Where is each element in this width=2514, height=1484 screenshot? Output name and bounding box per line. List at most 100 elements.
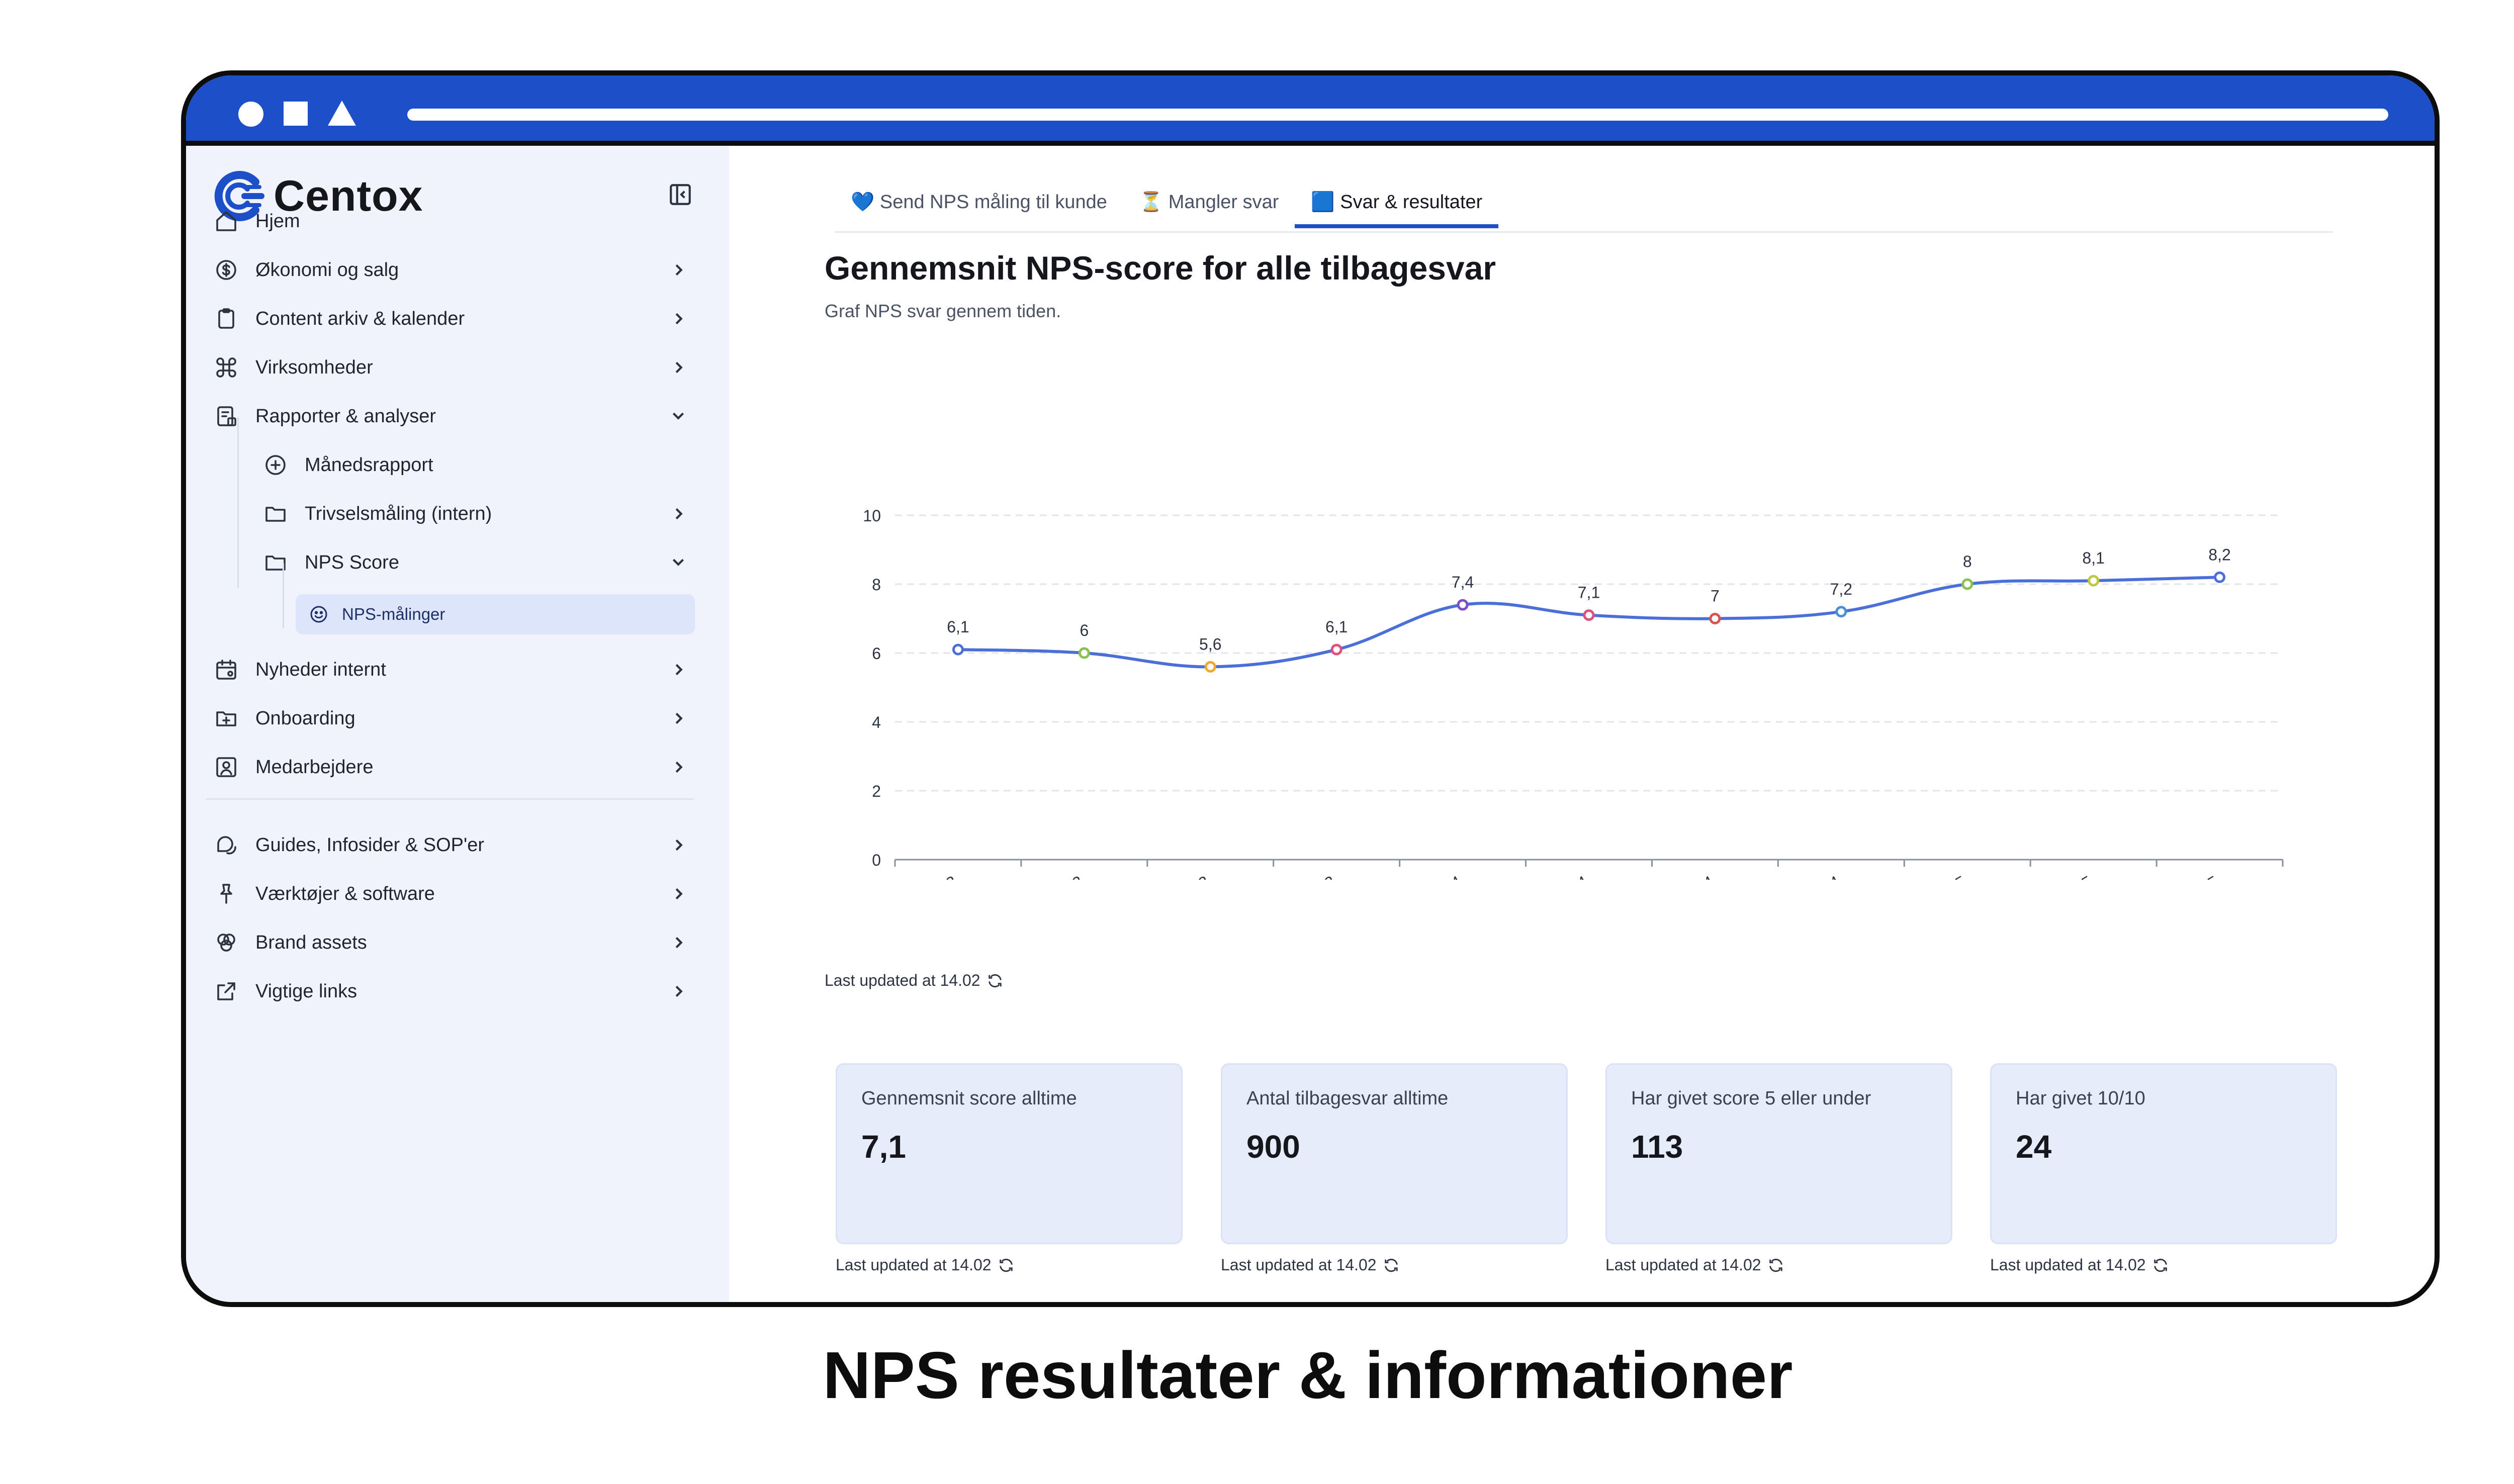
last-updated-text: Last updated at 14.02: [1605, 1256, 1761, 1274]
sidebar-item-label: Vigtige links: [255, 980, 357, 1002]
sidebar-item-label: Guides, Infosider & SOP'er: [255, 834, 485, 856]
kpi-last-updated: Last updated at 14.02: [1221, 1256, 1400, 1274]
sidebar-item-guides-infosider-sop-er[interactable]: Guides, Infosider & SOP'er: [212, 822, 695, 868]
report-icon: [212, 402, 240, 430]
y-tick-label: 10: [863, 507, 881, 525]
folder-icon: [261, 548, 290, 577]
sidebar-item-label: Økonomi og salg: [255, 259, 399, 281]
data-label: 8: [1963, 552, 1972, 571]
sidebar-item-medarbejdere[interactable]: Medarbejdere: [212, 745, 695, 790]
sidebar-item-label: Content arkiv & kalender: [255, 308, 465, 329]
data-point: [1457, 599, 1469, 611]
page-subtitle: Graf NPS svar gennem tiden.: [825, 301, 1061, 321]
kpi-card-score-10: Har givet 10/10 24: [1990, 1063, 2337, 1244]
refresh-icon[interactable]: [998, 1257, 1015, 1274]
sidebar-item-brand-assets[interactable]: Brand assets: [212, 920, 695, 965]
chevron-right-icon[interactable]: [667, 307, 690, 330]
data-label: 5,6: [1199, 635, 1221, 653]
sidebar-item-nyheder-internt[interactable]: Nyheder internt: [212, 647, 695, 692]
external-link-icon: [212, 977, 240, 1005]
chevron-right-icon[interactable]: [667, 707, 690, 730]
sidebar-item-label: Værktøjer & software: [255, 883, 435, 904]
nps-line-chart: 0 2 4 6 8 10 Q1 2023 Q2 2023 Q3 2023 Q4 2023 Q1 20…: [863, 507, 2284, 880]
chevron-right-icon[interactable]: [667, 980, 690, 1003]
chevron-down-icon[interactable]: [667, 405, 690, 428]
x-tick-label: Q1 2023: [897, 872, 960, 880]
chevron-right-icon[interactable]: [667, 658, 690, 681]
data-point: [1078, 647, 1090, 659]
folder-plus-icon: [212, 704, 240, 732]
logo[interactable]: Centox: [211, 171, 423, 221]
refresh-icon[interactable]: [2152, 1257, 2169, 1274]
data-point: [1330, 643, 1342, 656]
chevron-right-icon[interactable]: [667, 882, 690, 905]
kpi-card-average: Gennemsnit score alltime 7,1: [836, 1063, 1183, 1244]
tab-mangler-svar[interactable]: ⏳ Mangler svar: [1139, 192, 1279, 213]
last-updated-text: Last updated at 14.02: [825, 971, 980, 989]
window-triangle-control[interactable]: [328, 101, 356, 126]
command-icon: [212, 353, 240, 382]
chevron-right-icon[interactable]: [667, 756, 690, 779]
data-point: [2088, 575, 2100, 587]
data-label: 7,2: [1830, 580, 1852, 598]
kpi-last-updated: Last updated at 14.02: [1605, 1256, 1784, 1274]
data-point: [952, 643, 964, 656]
y-tick-label: 0: [872, 851, 881, 869]
x-tick-label: Q1 2025: [1907, 872, 1969, 880]
pin-icon: [212, 880, 240, 908]
y-tick-label: 8: [872, 576, 881, 594]
kpi-label: Har givet 10/10: [2016, 1088, 2145, 1109]
sidebar-item-manedsrapport[interactable]: Månedsrapport: [261, 442, 695, 488]
data-label: 6: [1080, 621, 1089, 639]
home-icon: [212, 207, 240, 235]
kpi-label: Har givet score 5 eller under: [1631, 1088, 1871, 1109]
chevron-right-icon[interactable]: [667, 931, 690, 954]
data-label: 7,4: [1452, 573, 1474, 591]
sidebar-item-nps-score[interactable]: NPS Score: [261, 540, 695, 585]
kpi-label: Antal tilbagesvar alltime: [1246, 1088, 1449, 1109]
window-circle-control[interactable]: [238, 102, 263, 127]
kpi-last-updated: Last updated at 14.02: [836, 1256, 1015, 1274]
collapse-sidebar-icon[interactable]: [668, 182, 693, 207]
x-tick-label: Q2 2024: [1528, 872, 1590, 880]
sidebar-item-virksomheder[interactable]: Virksomheder: [212, 345, 695, 390]
smiley-icon: [305, 600, 333, 628]
tab-bar: 💙 Send NPS måling til kunde ⏳ Mangler sv…: [835, 176, 1499, 228]
tree-guide-line: [283, 563, 284, 628]
chevron-right-icon[interactable]: [667, 833, 690, 857]
sidebar-item-label: Brand assets: [255, 932, 367, 953]
sidebar-item-onboarding[interactable]: Onboarding: [212, 696, 695, 741]
x-tick-label: Q3 2025: [2159, 872, 2221, 880]
kpi-value: 7,1: [861, 1129, 906, 1165]
kpi-label: Gennemsnit score alltime: [861, 1088, 1077, 1109]
tabs-divider: [835, 231, 2333, 233]
kpi-last-updated: Last updated at 14.02: [1990, 1256, 2169, 1274]
sidebar-item-nps-malinger[interactable]: NPS-målinger: [296, 594, 695, 634]
kpi-card-total-responses: Antal tilbagesvar alltime 900: [1221, 1063, 1568, 1244]
y-tick-label: 2: [872, 782, 881, 800]
x-tick-label: Q2 2025: [2033, 872, 2095, 880]
refresh-icon[interactable]: [1767, 1257, 1784, 1274]
chevron-right-icon[interactable]: [667, 356, 690, 379]
sidebar-divider: [206, 798, 694, 800]
chevron-down-icon[interactable]: [667, 551, 690, 574]
sidebar-item-hjem[interactable]: Hjem: [212, 199, 695, 244]
sidebar-item-konomi-og-salg[interactable]: Økonomi og salg: [212, 247, 695, 293]
chevron-right-icon[interactable]: [667, 258, 690, 282]
sidebar-item-trivselsmaling-intern[interactable]: Trivselsmåling (intern): [261, 491, 695, 536]
data-point: [1709, 613, 1721, 624]
address-bar[interactable]: [407, 109, 2388, 121]
data-label: 8,2: [2208, 545, 2230, 564]
refresh-icon[interactable]: [1383, 1257, 1400, 1274]
sidebar-item-rapporter-analyser[interactable]: Rapporter & analyser: [212, 394, 695, 439]
window-square-control[interactable]: [284, 102, 308, 126]
tab-svar-resultater[interactable]: 🟦 Svar & resultater: [1295, 176, 1499, 228]
last-updated-text: Last updated at 14.02: [1990, 1256, 2146, 1274]
chevron-right-icon[interactable]: [667, 502, 690, 525]
x-tick-label: Q3 2023: [1149, 872, 1212, 880]
refresh-icon[interactable]: [986, 972, 1004, 989]
tab-send-nps[interactable]: 💙 Send NPS måling til kunde: [851, 192, 1107, 213]
sidebar-item-content-arkiv-kalender[interactable]: Content arkiv & kalender: [212, 296, 695, 341]
sidebar-item-v-rkt-jer-software[interactable]: Værktøjer & software: [212, 871, 695, 916]
sidebar-item-vigtige-links[interactable]: Vigtige links: [212, 969, 695, 1014]
